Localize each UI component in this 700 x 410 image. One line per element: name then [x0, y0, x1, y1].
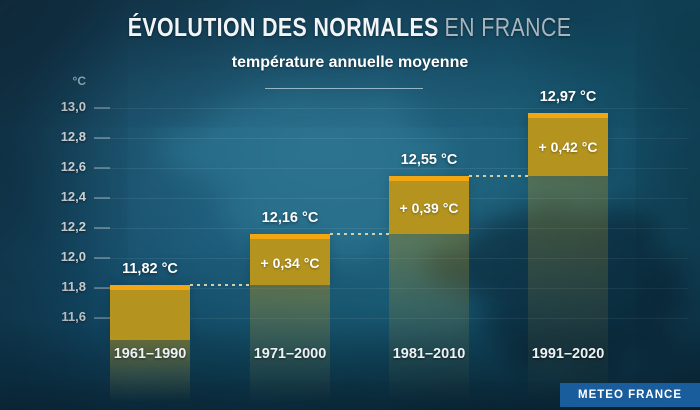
- y-tick-label: 11,6: [61, 309, 86, 324]
- y-tick-mark: [94, 227, 110, 229]
- bar: + 0,42 °C: [528, 112, 608, 176]
- dotted-connector: [469, 174, 528, 177]
- bar-value-label: 12,97 °C: [539, 88, 597, 105]
- y-tick-mark: [94, 257, 110, 259]
- bar-top-cap: [528, 112, 608, 118]
- bar-value-label: 12,55 °C: [400, 151, 458, 168]
- y-tick-label: 12,4: [60, 189, 86, 204]
- x-category-label: 1981–2010: [392, 346, 466, 362]
- dotted-connector: [330, 233, 389, 235]
- bar-value-label: 11,82 °C: [122, 261, 178, 277]
- y-axis-unit: °C: [72, 74, 86, 88]
- bar-fade: [250, 285, 330, 402]
- page-title: ÉVOLUTION DES NORMALES EN FRANCE: [0, 12, 700, 43]
- y-tick-label: 12,2: [60, 219, 86, 234]
- dotted-connector: [190, 284, 250, 286]
- title-main: ÉVOLUTION DES NORMALES: [128, 12, 440, 42]
- y-tick-label: 13,0: [60, 99, 86, 114]
- meteo-france-logo: METEO FRANCE: [560, 383, 700, 407]
- y-tick-mark: [94, 317, 110, 319]
- y-tick-mark: [94, 137, 110, 139]
- gridline: [94, 288, 688, 289]
- y-tick-mark: [94, 107, 110, 109]
- y-tick-label: 12,8: [60, 129, 86, 144]
- delta-label: + 0,42 °C: [538, 139, 598, 155]
- bar: [110, 285, 190, 340]
- x-category-label: 1991–2020: [531, 346, 605, 362]
- x-category-label: 1971–2000: [253, 346, 327, 362]
- y-tick-label: 12,0: [60, 249, 86, 264]
- bar-value-label: 12,16 °C: [261, 210, 319, 226]
- meteo-france-label: METEO FRANCE: [578, 389, 682, 401]
- y-tick-mark: [94, 287, 110, 289]
- gridline: [94, 318, 688, 319]
- y-tick-label: 12,6: [60, 159, 86, 174]
- bar-fade: [110, 340, 190, 402]
- x-category-label: 1961–1990: [113, 346, 187, 362]
- y-tick-mark: [94, 197, 110, 199]
- chart-subtitle: température annuelle moyenne: [231, 54, 469, 71]
- y-tick-label: 11,8: [61, 279, 86, 294]
- title-sub: EN FRANCE: [444, 12, 572, 42]
- y-tick-mark: [94, 167, 110, 169]
- bar-top-cap: [110, 285, 190, 290]
